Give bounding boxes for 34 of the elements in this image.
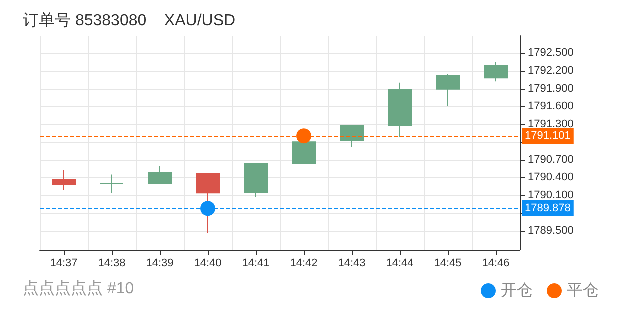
text: 1790.100	[528, 189, 574, 202]
text: 1790.700	[528, 154, 574, 166]
text: 1791.300	[528, 118, 574, 130]
text: 1791.900	[528, 82, 574, 95]
candlestick	[196, 173, 220, 234]
text: 点点点点点 #10	[23, 280, 134, 298]
ref-line-label: 1789.878	[525, 202, 571, 215]
candlestick	[436, 74, 460, 108]
x-tick-label: 14:44	[386, 258, 414, 270]
candlestick	[100, 174, 124, 194]
x-tick-label: 14:45	[434, 258, 462, 270]
x-tick-label: 14:42	[290, 258, 318, 270]
x-tick-label: 14:38	[98, 258, 126, 270]
candlestick	[244, 162, 268, 198]
x-tick-label: 14:40	[194, 258, 222, 270]
candlestick	[484, 62, 508, 82]
candlestick	[340, 125, 364, 148]
ref-line-label: 1791.101	[525, 130, 571, 142]
chart-title: 订单号 85383080 XAU/USD	[23, 12, 236, 30]
x-tick-label: 14:46	[482, 258, 510, 270]
x-tick-label: 14:39	[146, 258, 174, 270]
x-tick-label: 14:37	[50, 258, 78, 270]
legend-label: 开仓	[501, 282, 533, 300]
candlestick	[148, 166, 172, 185]
candlestick	[52, 169, 76, 191]
legend-label: 平仓	[567, 282, 599, 300]
x-tick-label: 14:41	[242, 258, 270, 270]
text: 1791.600	[528, 100, 574, 113]
text: 1790.400	[528, 172, 574, 184]
x-tick-label: 14:43	[338, 258, 366, 270]
text: 1792.500	[528, 47, 574, 60]
candlestick	[388, 82, 412, 138]
text: 1789.500	[528, 225, 574, 238]
text: 1792.200	[528, 64, 574, 77]
